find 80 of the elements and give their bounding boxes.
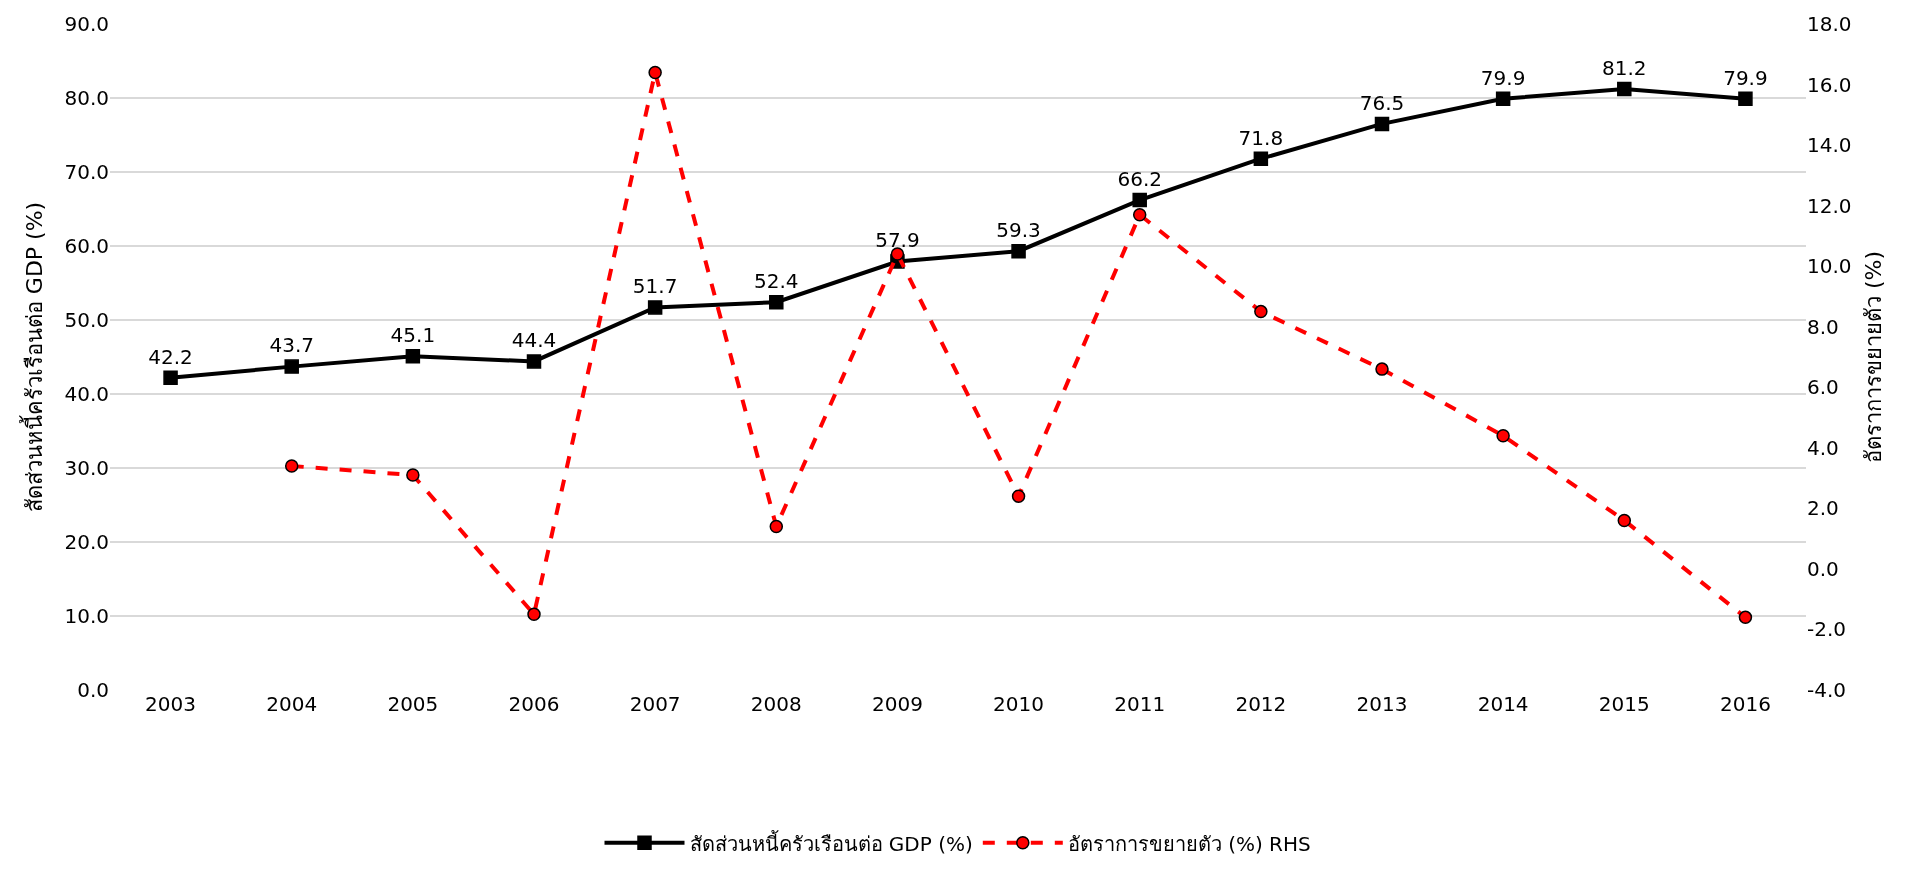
y-axis-title: สัดส่วนหนี้ครัวเรือนต่อ GDP (%) <box>19 201 48 513</box>
y-tick-label: 80.0 <box>64 86 109 110</box>
point <box>1011 489 1026 503</box>
point <box>1011 243 1026 259</box>
point <box>526 354 542 369</box>
legend-label: สัดส่วนหนี้ครัวเรือนต่อ GDP (%) <box>689 829 973 856</box>
y2-tick-label: 12.0 <box>1807 193 1852 218</box>
x-tick-label: 2009 <box>871 692 923 716</box>
point <box>1617 81 1632 97</box>
x-tick-label: 2011 <box>1114 692 1166 716</box>
x-tick-label: 2016 <box>1719 692 1771 716</box>
point <box>405 349 421 364</box>
y-tick-label: 0.0 <box>77 678 109 702</box>
point <box>1132 192 1147 208</box>
y-tick-label: 40.0 <box>64 382 109 406</box>
y2-tick-label: 6.0 <box>1807 375 1839 400</box>
x-tick-label: 2007 <box>629 692 681 716</box>
data-label: 51.7 <box>632 274 678 299</box>
x-tick-label: 2015 <box>1598 692 1650 716</box>
point <box>769 519 784 534</box>
data-label: 71.8 <box>1238 125 1284 150</box>
data-label: 81.2 <box>1602 56 1647 80</box>
y-tick-label: 60.0 <box>64 234 109 258</box>
point <box>1253 151 1269 166</box>
x-tick-label: 2005 <box>387 692 439 716</box>
point <box>527 607 541 622</box>
point <box>406 468 420 482</box>
point <box>163 370 178 385</box>
point <box>1617 513 1632 528</box>
y-tick-label: 30.0 <box>64 456 109 480</box>
x-tick-label: 2008 <box>750 692 802 716</box>
y-tick-label: 10.0 <box>64 604 109 628</box>
y-tick-label: 90.0 <box>64 12 109 36</box>
point <box>1495 91 1511 106</box>
x-tick-label: 2003 <box>145 692 197 716</box>
y-tick-label: 20.0 <box>64 530 109 554</box>
point <box>1374 116 1390 132</box>
data-label: 57.9 <box>875 228 920 253</box>
y-tick-label: 50.0 <box>64 308 109 332</box>
point <box>1132 207 1147 222</box>
point <box>1254 304 1268 319</box>
x-tick-label: 2014 <box>1477 692 1529 716</box>
point <box>1738 91 1753 106</box>
point <box>1738 610 1753 625</box>
point <box>647 300 663 315</box>
data-label: 79.9 <box>1480 65 1526 90</box>
y2-tick-label: -4.0 <box>1807 678 1847 702</box>
y2-tick-label: 0.0 <box>1807 556 1839 581</box>
y2-axis-title: อัตราการขยายตัว (%) <box>1861 250 1887 464</box>
y2-tick-label: 8.0 <box>1807 314 1839 339</box>
point <box>769 294 784 310</box>
y2-tick-label: 2.0 <box>1807 496 1839 521</box>
y2-tick-label: 18.0 <box>1807 12 1852 36</box>
point <box>284 459 299 473</box>
point <box>648 65 662 80</box>
point <box>890 247 905 261</box>
y2-tick-label: 4.0 <box>1807 435 1839 460</box>
x-tick-label: 2012 <box>1235 692 1287 716</box>
y2-tick-label: 16.0 <box>1807 72 1852 97</box>
legend-label: อัตราการขยายตัว (%) RHS <box>1067 831 1311 856</box>
y2-tick-label: 10.0 <box>1807 254 1852 279</box>
y2-tick-label: 14.0 <box>1807 133 1852 158</box>
data-label: 52.4 <box>754 269 799 294</box>
x-tick-label: 2004 <box>266 692 318 716</box>
data-label: 45.1 <box>390 323 436 348</box>
data-label: 66.2 <box>1117 166 1162 191</box>
point <box>1496 428 1510 443</box>
point <box>284 359 299 374</box>
x-tick-label: 2006 <box>508 692 560 716</box>
point <box>1375 362 1389 376</box>
data-label: 43.7 <box>269 333 314 358</box>
x-tick-label: 2010 <box>993 692 1045 716</box>
data-label: 76.5 <box>1359 90 1405 115</box>
x-tick-label: 2013 <box>1356 692 1408 716</box>
data-label: 42.2 <box>148 344 193 369</box>
data-label: 79.9 <box>1723 65 1768 90</box>
y2-tick-label: -2.0 <box>1807 617 1847 642</box>
y-tick-label: 70.0 <box>64 160 109 184</box>
data-label: 44.4 <box>511 328 557 353</box>
data-label: 59.3 <box>996 218 1041 243</box>
